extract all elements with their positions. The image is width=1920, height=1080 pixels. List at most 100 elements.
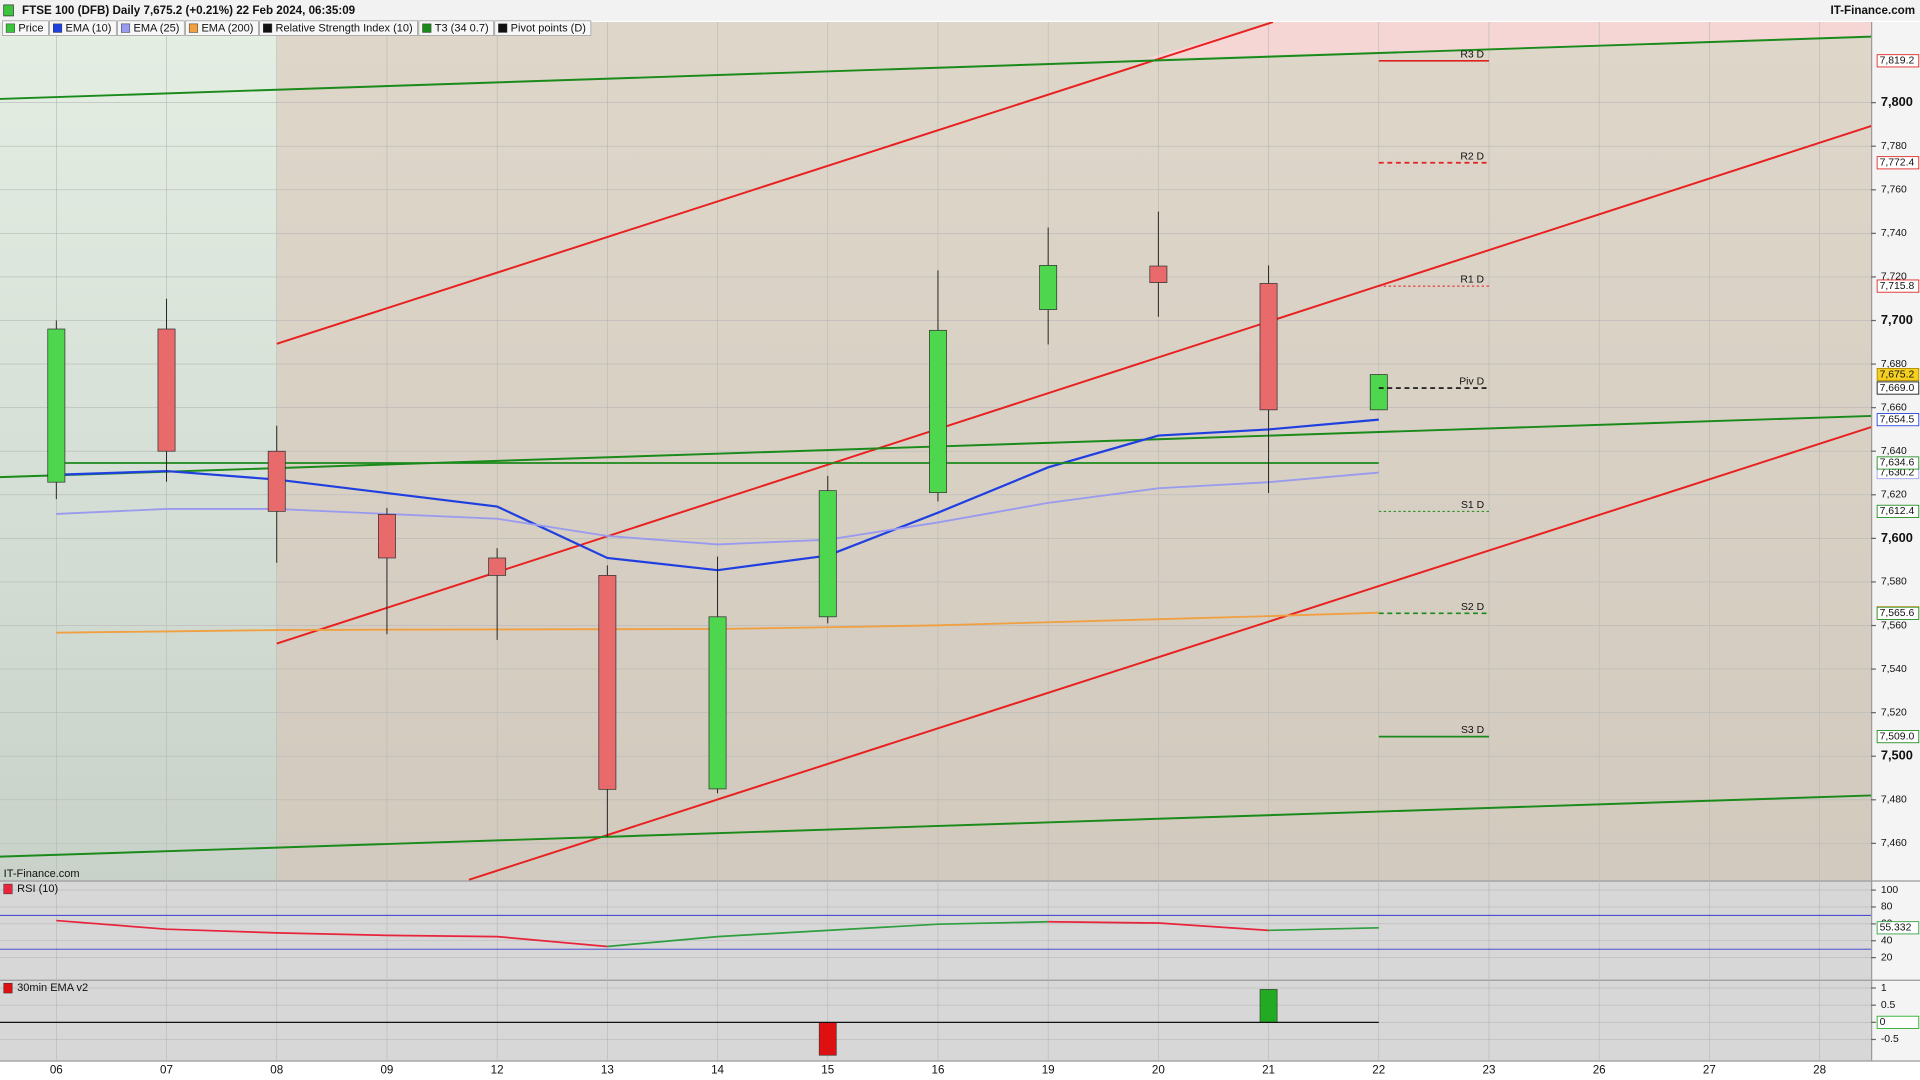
y-tick-label: 1 [1881, 983, 1887, 994]
panel-icon [3, 983, 13, 994]
value-label-box [1876, 1015, 1920, 1029]
value-label: 7,772.4 [1880, 158, 1915, 169]
y-tick-label: 7,540 [1881, 664, 1907, 675]
x-tick-label: 15 [821, 1063, 834, 1076]
x-tick-label: 23 [1483, 1063, 1496, 1076]
y-tick-label: 7,460 [1881, 838, 1907, 849]
bar [818, 1022, 837, 1056]
legend-swatch [498, 23, 508, 33]
y-tick-label: 100 [1881, 885, 1899, 896]
rsi-line [1048, 920, 1269, 932]
header-title: FTSE 100 (DFB) Daily 7,675.2 (+0.21%) 22… [22, 4, 356, 17]
legend-label: Relative Strength Index (10) [276, 23, 413, 35]
candle-body [598, 575, 617, 790]
x-tick-label: 21 [1262, 1063, 1275, 1076]
candle-body [157, 328, 176, 452]
legend-item: Pivot points (D) [494, 20, 592, 36]
y-tick-label: 7,580 [1881, 577, 1907, 588]
x-tick-label: 27 [1703, 1063, 1716, 1076]
legend-item: EMA (10) [49, 20, 117, 36]
header-bar [0, 0, 1920, 21]
value-label-box [1876, 921, 1920, 935]
candle-body [378, 514, 396, 559]
legend-swatch [5, 23, 15, 33]
trend-line [276, 125, 1872, 645]
ema-panel-bg [0, 980, 1872, 1061]
y-tick-label: 7,760 [1881, 185, 1907, 196]
x-tick-label: 07 [160, 1063, 173, 1076]
candle-body [1369, 374, 1388, 411]
candle-body [267, 450, 286, 512]
y-tick-label: 80 [1881, 902, 1893, 913]
x-tick-label: 08 [270, 1063, 283, 1076]
rsi-line [1268, 926, 1379, 932]
legend-item: Relative Strength Index (10) [259, 20, 418, 36]
value-label: 7,612.4 [1880, 506, 1915, 517]
value-label-box [1876, 456, 1920, 470]
legend-label: EMA (10) [66, 23, 112, 35]
value-label: 7,654.5 [1880, 414, 1915, 425]
y-tick-label: 7,600 [1881, 530, 1913, 545]
trend-line [0, 794, 1872, 858]
pivot-name: Piv D [1459, 377, 1484, 388]
pivot-name: S3 D [1461, 725, 1484, 736]
x-tick-label: 09 [380, 1063, 393, 1076]
legend-swatch [263, 23, 273, 33]
legend-swatch [188, 23, 199, 33]
legend-item: EMA (200) [185, 20, 259, 36]
value-label: 7,669.0 [1880, 383, 1915, 394]
trend-line [468, 426, 1872, 881]
value-label-box [1876, 279, 1920, 293]
legend: Price EMA (10) EMA (25) EMA (200) Relative S… [2, 20, 592, 36]
legend-label: EMA (25) [133, 23, 179, 35]
value-label-box [1876, 54, 1920, 68]
value-label-box [1876, 730, 1920, 744]
y-tick-label: 7,780 [1881, 141, 1907, 152]
main-plot [0, 22, 1872, 881]
x-tick-label: 16 [931, 1063, 944, 1076]
y-tick-label: 7,480 [1881, 795, 1907, 806]
x-tick-label: 19 [1042, 1063, 1055, 1076]
value-label: 7,634.6 [1880, 458, 1915, 469]
value-label-box [1876, 156, 1920, 170]
y-tick-label: 7,620 [1881, 490, 1907, 501]
value-label: 7,509.0 [1880, 731, 1915, 742]
y-tick-label: 7,640 [1881, 446, 1907, 457]
upper-shade [1144, 22, 1872, 59]
panel-title: RSI (10) [17, 883, 58, 895]
candle-body [1149, 265, 1168, 283]
x-tick-label: 13 [601, 1063, 614, 1076]
panel-icon [3, 883, 13, 895]
y-tick-label: 7,800 [1881, 94, 1913, 109]
rsi-line [56, 919, 608, 948]
value-label: 0 [1880, 1017, 1886, 1028]
value-label-box [1876, 381, 1920, 395]
legend-label: T3 (34 0.7) [435, 23, 489, 35]
candle-body [708, 616, 727, 790]
pivot-name: S1 D [1461, 500, 1484, 511]
trend-line [276, 22, 1274, 345]
legend-swatch [120, 23, 131, 33]
y-axis-bg [1871, 22, 1920, 1061]
y-tick-label: 7,500 [1881, 748, 1913, 763]
x-tick-label: 12 [491, 1063, 504, 1076]
x-tick-label: 26 [1593, 1063, 1606, 1076]
y-tick-label: 7,660 [1881, 402, 1907, 413]
legend-box [418, 20, 494, 36]
candle-body [818, 490, 837, 618]
value-label: 7,715.8 [1880, 281, 1915, 292]
value-label-box [1876, 606, 1920, 620]
header-brand: IT-Finance.com [1830, 4, 1915, 17]
y-tick-label: 40 [1881, 935, 1893, 946]
y-tick-label: 7,700 [1881, 312, 1913, 327]
x-tick-label: 14 [711, 1063, 724, 1076]
panel-title: 30min EMA v2 [17, 982, 88, 994]
value-label: 55.332 [1880, 923, 1912, 934]
header-icon [3, 4, 14, 17]
y-tick-label: 20 [1881, 952, 1893, 963]
legend-label: EMA (200) [201, 23, 253, 35]
x-tick-label: 20 [1152, 1063, 1165, 1076]
y-tick-label: 7,680 [1881, 359, 1907, 370]
candle-body [1259, 283, 1278, 411]
pivot-name: R3 D [1460, 49, 1484, 60]
